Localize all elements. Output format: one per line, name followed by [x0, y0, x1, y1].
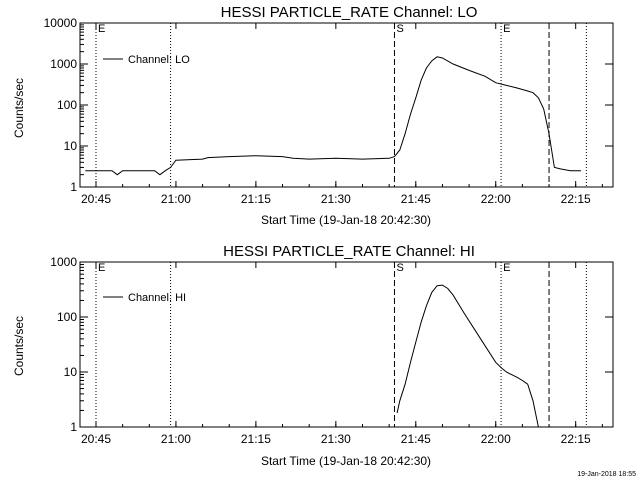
panel-lo-title: HESSI PARTICLE_RATE Channel: LO — [221, 4, 478, 21]
panel-hi: HESSI PARTICLE_RATE Channel: HI E S E 20:4… — [12, 243, 614, 468]
panel-lo-y-ticks: 1 10 100 1000 10000 — [44, 16, 613, 194]
x-tick-label-lo-4: 21:45 — [401, 192, 431, 206]
y-tick-label-hi-0: 1 — [70, 420, 77, 434]
y-tick-label-lo-0: 1 — [70, 180, 77, 194]
marker-label-hi-0: E — [98, 262, 105, 274]
x-tick-label-lo-5: 22:00 — [481, 192, 511, 206]
panel-hi-y-ticks: 1 10 100 1000 — [50, 255, 613, 434]
x-tick-label-lo-1: 21:00 — [161, 192, 191, 206]
panel-lo: HESSI PARTICLE_RATE Channel: LO E S E 20:4… — [12, 4, 614, 227]
panel-hi-title: HESSI PARTICLE_RATE Channel: HI — [223, 243, 475, 260]
x-tick-label-lo-0: 20:45 — [81, 192, 111, 206]
x-tick-label-hi-1: 21:00 — [161, 432, 191, 446]
panel-hi-x-ticks: 20:45 21:00 21:15 21:30 21:45 22:00 22:15 — [81, 262, 603, 446]
panel-lo-ylabel: Counts/sec — [12, 78, 26, 138]
y-tick-label-lo-1: 10 — [64, 139, 78, 153]
panel-hi-xlabel: Start Time (19-Jan-18 20:42:30) — [261, 454, 431, 468]
x-tick-label-lo-3: 21:30 — [321, 192, 351, 206]
x-tick-label-hi-4: 21:45 — [401, 432, 431, 446]
panel-hi-ylabel: Counts/sec — [12, 316, 26, 376]
panel-lo-legend: Channel: LO — [103, 54, 190, 66]
x-tick-label-hi-6: 22:15 — [561, 432, 591, 446]
marker-label-lo-0: E — [98, 23, 105, 35]
legend-label-lo: Channel: LO — [128, 54, 190, 66]
x-tick-label-hi-0: 20:45 — [81, 432, 111, 446]
series-line-lo — [85, 56, 581, 176]
y-tick-label-hi-2: 100 — [57, 310, 77, 324]
x-tick-label-hi-3: 21:30 — [321, 432, 351, 446]
y-tick-label-hi-1: 10 — [64, 365, 78, 379]
series-line-hi — [396, 284, 539, 428]
y-tick-label-lo-4: 10000 — [44, 16, 78, 30]
x-tick-label-lo-6: 22:15 — [561, 192, 591, 206]
footer-timestamp: 19-Jan-2018 18:55 — [577, 471, 636, 478]
x-tick-label-hi-2: 21:15 — [241, 432, 271, 446]
panel-hi-frame — [79, 261, 614, 428]
marker-label-hi-3: E — [503, 262, 510, 274]
y-tick-label-lo-2: 100 — [57, 98, 77, 112]
x-tick-label-hi-5: 22:00 — [481, 432, 511, 446]
marker-label-hi-2: S — [396, 262, 403, 274]
y-tick-label-hi-3: 1000 — [50, 255, 77, 269]
y-tick-label-lo-3: 1000 — [50, 57, 77, 71]
panel-hi-legend: Channel: HI — [103, 292, 186, 304]
legend-label-hi: Channel: HI — [128, 292, 186, 304]
marker-label-lo-2: S — [396, 23, 403, 35]
marker-label-lo-3: E — [503, 23, 510, 35]
x-tick-label-lo-2: 21:15 — [241, 192, 271, 206]
panel-lo-x-ticks: 20:45 21:00 21:15 21:30 21:45 22:00 22:15 — [81, 23, 603, 206]
panel-lo-xlabel: Start Time (19-Jan-18 20:42:30) — [261, 213, 431, 227]
